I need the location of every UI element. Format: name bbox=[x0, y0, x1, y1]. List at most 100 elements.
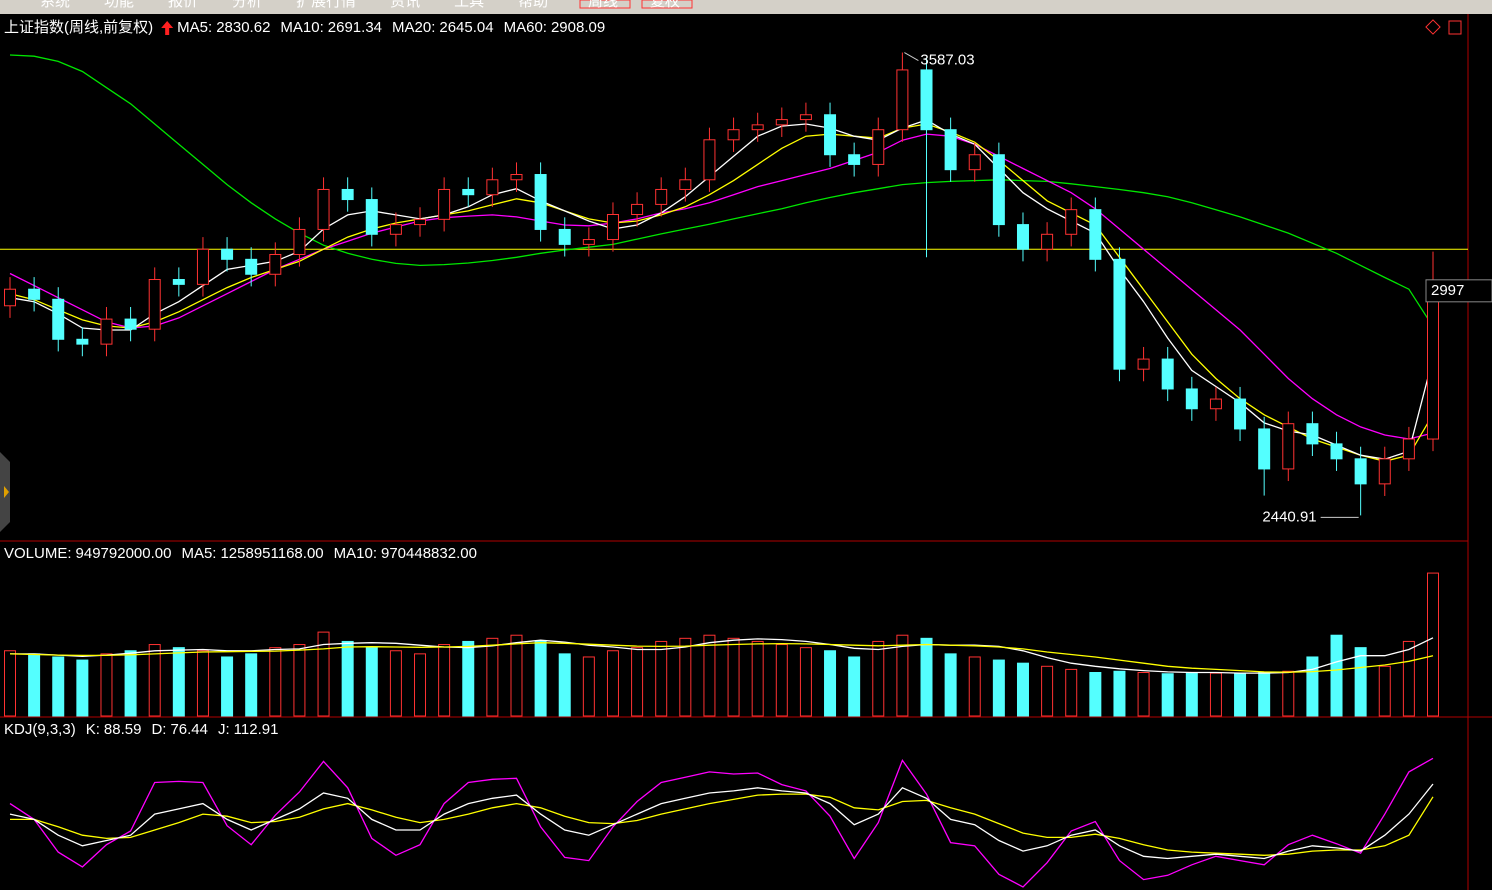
volume-bar bbox=[172, 647, 185, 717]
candle-body bbox=[28, 288, 41, 300]
panel-icon[interactable] bbox=[1425, 19, 1441, 35]
menu-item[interactable]: 分析 bbox=[232, 0, 262, 10]
legend-value: 88.59 bbox=[104, 721, 142, 738]
candle-body bbox=[534, 174, 547, 230]
menu-item[interactable]: 系统 bbox=[40, 0, 70, 10]
tab[interactable]: 复权 bbox=[650, 0, 680, 10]
candle-body bbox=[486, 179, 499, 196]
volume-bar bbox=[848, 656, 861, 717]
candle-body bbox=[1354, 458, 1367, 485]
candle-body bbox=[4, 288, 16, 307]
volume-bar bbox=[655, 640, 668, 717]
candle-body bbox=[1185, 388, 1198, 410]
legend-value: 949792000.00 bbox=[76, 545, 172, 562]
legend-name: MA20: bbox=[392, 19, 435, 36]
candle-body bbox=[920, 69, 933, 131]
volume-bar bbox=[76, 659, 89, 717]
volume-bar bbox=[1065, 668, 1078, 717]
candle-body bbox=[389, 224, 402, 235]
menu-item[interactable]: 扩展行情 bbox=[296, 0, 356, 10]
volume-bar bbox=[1209, 672, 1222, 717]
candle-body bbox=[341, 188, 354, 201]
menu-item[interactable]: 帮助 bbox=[518, 0, 548, 10]
candle-body bbox=[751, 124, 764, 131]
volume-bar bbox=[269, 647, 282, 717]
candle-body bbox=[76, 338, 89, 345]
candle-body bbox=[1161, 358, 1174, 390]
candle-body bbox=[679, 179, 692, 190]
volume-bar bbox=[1016, 662, 1029, 717]
volume-bar bbox=[606, 650, 619, 717]
candle-body bbox=[1378, 458, 1391, 485]
candle-body bbox=[1137, 358, 1150, 370]
candle-body bbox=[124, 318, 137, 330]
legend-value: 1258951168.00 bbox=[220, 545, 323, 562]
annotation-line bbox=[904, 52, 919, 61]
kdj-line bbox=[9, 783, 1434, 860]
volume-bar bbox=[703, 634, 716, 717]
menu-item[interactable]: 工具 bbox=[454, 0, 484, 10]
volume-bar bbox=[944, 653, 957, 717]
legend-value: 2645.04 bbox=[439, 19, 493, 36]
volume-bar bbox=[824, 650, 837, 717]
ma-line bbox=[9, 133, 1434, 440]
volume-bar bbox=[896, 634, 909, 717]
volume-bar bbox=[1041, 665, 1054, 717]
candle-body bbox=[462, 188, 475, 196]
candle-body bbox=[1234, 398, 1247, 430]
menu-bar bbox=[0, 0, 1492, 14]
candle-body bbox=[221, 248, 234, 260]
candle-body bbox=[510, 174, 523, 181]
legend-name: MA5: bbox=[181, 545, 216, 562]
tab[interactable]: 周线 bbox=[588, 0, 618, 10]
volume-bar bbox=[992, 659, 1005, 717]
volume-bar bbox=[727, 637, 740, 717]
legend-name: D: bbox=[151, 721, 166, 738]
candle-body bbox=[1089, 209, 1102, 260]
candle-body bbox=[582, 239, 595, 245]
side-tab-arrow[interactable] bbox=[4, 486, 9, 498]
price-tag bbox=[1425, 279, 1492, 303]
annotation: 2440.91 bbox=[1262, 508, 1316, 525]
volume-bar bbox=[1427, 572, 1439, 717]
candle-body bbox=[896, 69, 909, 131]
volume-bar bbox=[148, 644, 161, 717]
legend-value: 2691.34 bbox=[328, 19, 382, 36]
volume-bar bbox=[582, 656, 595, 717]
candle-body bbox=[1306, 423, 1319, 445]
menu-item[interactable]: 功能 bbox=[104, 0, 134, 10]
tab-frame[interactable] bbox=[579, 0, 631, 9]
menu-item[interactable]: 资讯 bbox=[390, 0, 420, 10]
volume-bar bbox=[1161, 673, 1174, 717]
volume-bar bbox=[1330, 634, 1343, 717]
candle-body bbox=[438, 188, 451, 220]
candle-body bbox=[196, 248, 209, 285]
candle-body bbox=[1041, 233, 1054, 250]
volume-ma-line bbox=[9, 642, 1434, 673]
panel-icon[interactable] bbox=[1448, 20, 1462, 35]
candle-body bbox=[52, 298, 65, 340]
candle-body bbox=[824, 114, 837, 156]
volume-bar bbox=[534, 640, 547, 717]
volume-bar bbox=[679, 637, 692, 717]
candle-body bbox=[655, 188, 668, 205]
volume-bar bbox=[124, 650, 137, 717]
candle-body bbox=[1282, 423, 1295, 470]
candle-body bbox=[944, 129, 957, 171]
ma-line bbox=[9, 123, 1434, 462]
kdj-line bbox=[9, 757, 1434, 888]
volume-bar bbox=[1234, 673, 1247, 717]
candle-body bbox=[293, 228, 306, 255]
legend-value: 970448832.00 bbox=[381, 545, 477, 562]
annotation: 3587.03 bbox=[920, 52, 974, 69]
volume-bar bbox=[1282, 670, 1295, 717]
tab-frame[interactable] bbox=[641, 0, 693, 9]
volume-bar bbox=[1378, 665, 1391, 717]
menu-item[interactable]: 报价 bbox=[168, 0, 198, 10]
volume-bar bbox=[1089, 672, 1102, 717]
legend-arrow bbox=[161, 21, 174, 35]
candle-body bbox=[269, 253, 282, 275]
volume-bar bbox=[1185, 672, 1198, 717]
candle-body bbox=[848, 154, 861, 165]
